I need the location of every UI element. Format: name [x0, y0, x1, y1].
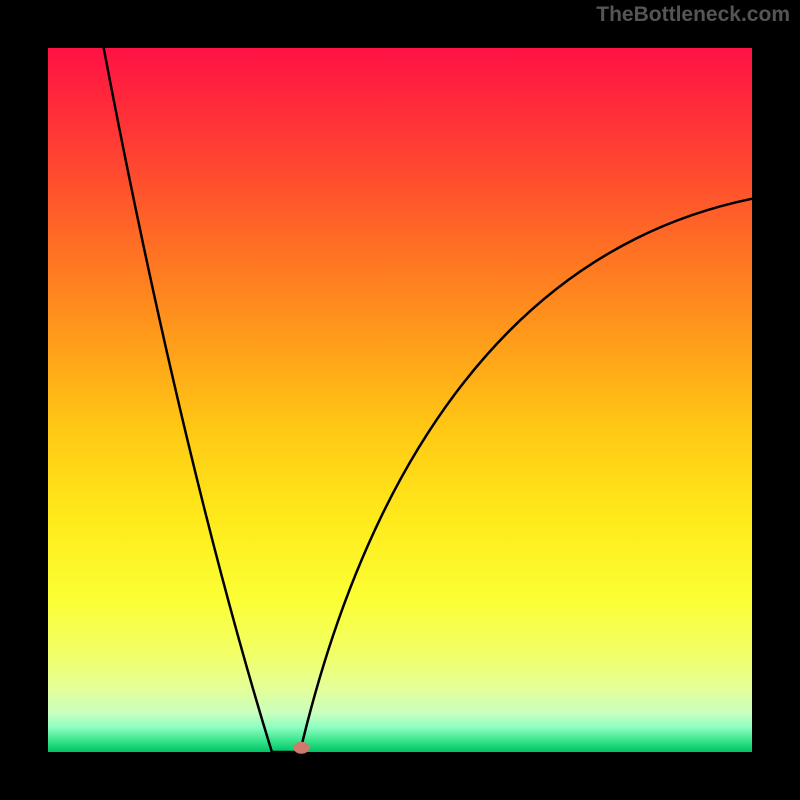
bottleneck-chart	[0, 0, 800, 800]
chart-container: TheBottleneck.com	[0, 0, 800, 800]
bottleneck-marker-icon	[293, 742, 309, 754]
watermark-label: TheBottleneck.com	[596, 3, 790, 27]
gradient-background	[48, 48, 752, 752]
